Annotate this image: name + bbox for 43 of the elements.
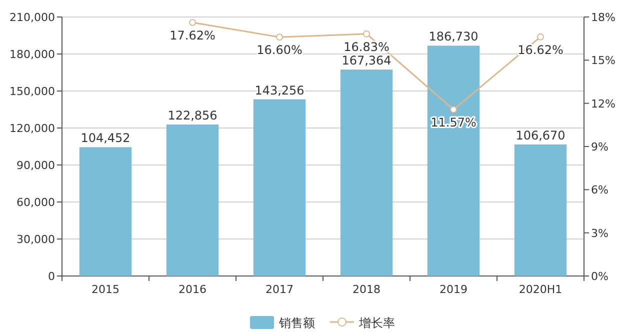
y-tick-label: 180,000	[10, 48, 55, 61]
data-label: 106,670	[516, 128, 566, 142]
y-tick-label: 150,000	[10, 85, 55, 98]
point	[537, 33, 544, 40]
y-tick-label: 120,000	[10, 122, 55, 135]
x-tick-label: 2016	[178, 283, 206, 296]
y2-tick-label: 0%	[591, 270, 608, 283]
data-label: 122,856	[168, 108, 218, 122]
x-tick-label: 2017	[266, 283, 294, 296]
y-tick-label: 210,000	[10, 11, 55, 24]
y-tick-label: 90,000	[16, 159, 55, 172]
y2-tick-label: 6%	[591, 184, 608, 197]
x-tick-label: 2020H1	[518, 283, 562, 296]
point	[276, 34, 283, 41]
data-label: 11.57%	[430, 116, 476, 130]
bar	[427, 46, 480, 276]
y-tick-label: 30,000	[16, 233, 55, 246]
x-tick-label: 2019	[440, 283, 468, 296]
y2-tick-label: 18%	[591, 11, 616, 24]
data-label: 16.60%	[256, 43, 302, 58]
point	[189, 18, 196, 26]
bar	[514, 144, 567, 276]
bar	[166, 124, 219, 276]
legend-label: 销售额	[278, 316, 315, 330]
y2-tick-label: 12%	[591, 97, 616, 110]
y2-tick-label: 9%	[591, 140, 608, 154]
y-tick-label: 60,000	[16, 196, 55, 209]
point	[450, 106, 457, 114]
bar	[253, 99, 306, 276]
y2-tick-label: 15%	[591, 54, 616, 68]
data-label: 167,364	[342, 54, 392, 68]
x-tick-label: 2018	[352, 283, 380, 296]
point	[363, 30, 370, 38]
bar	[340, 70, 393, 276]
data-label: 186,730	[428, 30, 478, 44]
legend-label: 增长率	[358, 316, 395, 330]
y2-tick-label: 3%	[591, 226, 608, 240]
data-label: 143,256	[254, 83, 304, 98]
data-label: 104,452	[80, 131, 130, 146]
x-tick-label: 2015	[92, 283, 120, 296]
bar	[79, 147, 132, 276]
data-label: 17.62%	[170, 28, 216, 42]
y-tick-label: 0	[48, 270, 55, 283]
